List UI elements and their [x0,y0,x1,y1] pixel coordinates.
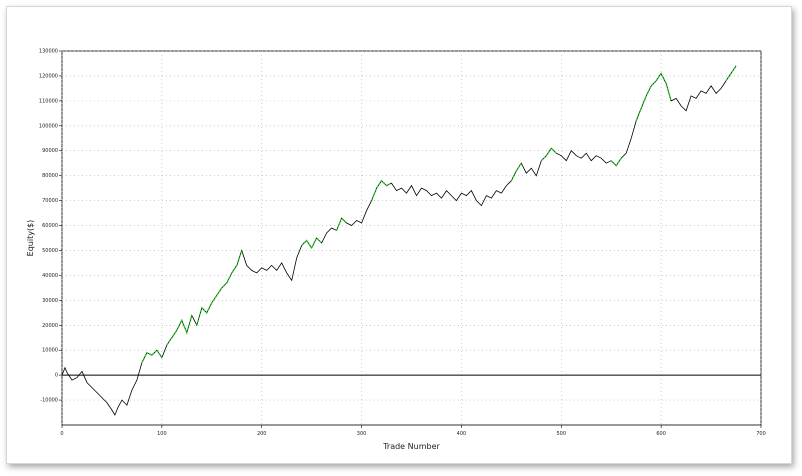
highlight-segment [635,72,672,122]
y-tick-label: 80000 [42,173,58,179]
x-tick-label: 500 [557,431,567,437]
y-tick-label: 70000 [42,198,58,204]
highlight-segment [301,236,323,250]
highlight-segment [335,216,348,231]
y-tick-label: 10000 [42,348,58,354]
highlight-segment [166,315,193,346]
x-axis-label: Trade Number [382,442,440,451]
y-tick-label: 130000 [39,49,58,55]
y-tick-label: 50000 [42,248,58,254]
x-tick-label: 100 [157,431,167,437]
x-tick-label: 700 [756,431,766,437]
x-tick-label: 0 [60,431,63,437]
y-tick-label: -10000 [40,398,58,404]
x-tick-label: 400 [457,431,467,437]
y-tick-label: 120000 [39,73,58,79]
y-axis-label: Equity($) [26,220,35,257]
x-tick-label: 300 [357,431,367,437]
highlight-segment [196,250,243,326]
highlight-segment [725,65,737,82]
y-tick-label: 40000 [42,273,58,279]
highlight-segment [510,162,522,182]
y-tick-label: 0 [55,373,58,379]
equity-line [61,65,737,416]
x-tick-label: 600 [656,431,666,437]
y-tick-label: 20000 [42,323,58,329]
plot-area [61,50,762,426]
highlight-segment [370,179,392,201]
chart-frame: -10000 0 10000 20000 30000 40000 50000 60000 700… [6,6,792,464]
y-tick-label: 110000 [39,98,58,104]
y-tick-label: 60000 [42,223,58,229]
y-tick-label: 100000 [39,123,58,129]
equity-curve-chart: -10000 0 10000 20000 30000 40000 50000 60000 700… [26,49,766,452]
x-tick-label: 200 [257,431,267,437]
y-tick-label: 30000 [42,298,58,304]
highlight-segment [610,157,622,167]
highlight-segment [141,349,163,364]
highlight-segment [540,147,557,162]
y-tick-label: 90000 [42,148,58,154]
